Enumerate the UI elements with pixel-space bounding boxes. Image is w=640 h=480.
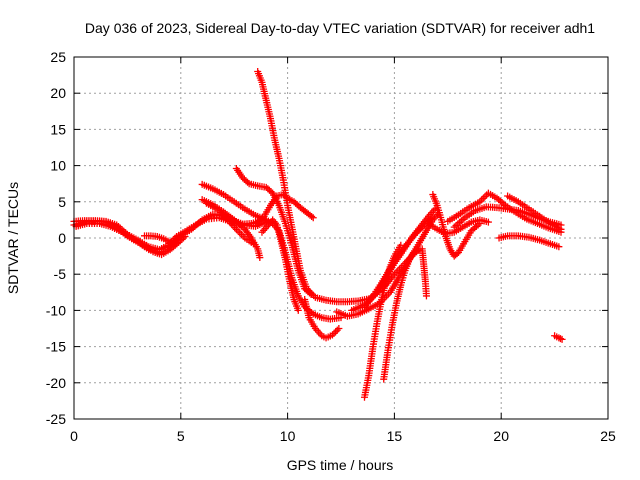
data-point	[457, 217, 465, 225]
data-point	[558, 335, 566, 343]
data-point	[294, 306, 302, 314]
y-tick-labels: -25 -20 -15 -10 -5 0 5 10 15 20 25	[46, 49, 66, 427]
data-point	[249, 240, 257, 248]
data-point	[173, 240, 181, 248]
series-track-11h	[301, 296, 343, 342]
x-tick-label: 10	[280, 428, 296, 444]
series-track-spike	[254, 67, 424, 306]
y-axis-label: SDTVAR / TECUs	[5, 182, 21, 294]
data-point	[282, 193, 290, 201]
data-point	[476, 220, 484, 228]
y-tick-label: -5	[54, 266, 67, 282]
series-track-13h-c	[360, 214, 437, 312]
series-track-isolated	[551, 332, 566, 343]
data-point	[256, 254, 264, 262]
series-track-9h-b	[258, 216, 302, 314]
series-track-6h-b	[198, 196, 264, 262]
data-point	[479, 194, 487, 202]
data-point	[556, 335, 564, 343]
y-tick-label: -10	[46, 302, 66, 318]
series-track-deep-b	[380, 248, 418, 383]
series-track-16h-drop	[418, 245, 430, 300]
x-tick-label: 5	[177, 428, 185, 444]
data-point	[328, 331, 336, 339]
data-point	[410, 248, 418, 256]
data-point	[309, 214, 317, 222]
data-point	[333, 326, 341, 334]
y-tick-label: 25	[50, 49, 66, 65]
data-point	[429, 214, 437, 222]
chart-title: Day 036 of 2023, Sidereal Day-to-day VTE…	[85, 20, 595, 36]
data-point	[308, 212, 316, 220]
series-track-9h-rise	[252, 191, 317, 228]
y-tick-label: 0	[58, 230, 66, 246]
data-point	[332, 328, 340, 336]
x-axis-label: GPS time / hours	[287, 457, 394, 473]
data-point	[179, 234, 187, 242]
y-tick-label: -25	[46, 411, 66, 427]
data-point	[181, 233, 189, 241]
data-point	[484, 218, 492, 226]
data-point	[397, 241, 405, 249]
data-point	[244, 178, 252, 186]
y-tick-label: -15	[46, 339, 66, 355]
data-point	[330, 329, 338, 337]
series-track-21h	[495, 232, 563, 251]
series-track-dip-a	[140, 232, 181, 248]
data-point	[237, 231, 245, 239]
series-track-18h-b	[450, 203, 565, 231]
data-point	[555, 243, 563, 251]
series-track-6h-c	[202, 199, 257, 248]
data-point	[456, 218, 464, 226]
y-tick-label: 15	[50, 121, 66, 137]
data-point	[236, 229, 244, 237]
series-track-deep-a	[360, 241, 405, 401]
data-point	[422, 292, 430, 300]
data-point	[234, 227, 242, 235]
y-tick-label: -20	[46, 375, 66, 391]
data-point	[555, 334, 563, 342]
series-track-17h-b	[429, 191, 484, 260]
y-tick-label: 5	[58, 194, 66, 210]
x-tick-labels: 0 5 10 15 20 25	[70, 428, 616, 444]
series-track-early-3	[72, 220, 189, 259]
series-track-20h	[504, 192, 565, 233]
data-point	[335, 325, 343, 332]
y-tick-label: 10	[50, 158, 66, 174]
x-tick-label: 15	[387, 428, 403, 444]
data-point	[557, 225, 565, 233]
x-tick-label: 25	[600, 428, 616, 444]
data-points	[70, 67, 566, 401]
x-tick-label: 20	[493, 428, 509, 444]
x-tick-label: 0	[70, 428, 78, 444]
y-tick-label: 20	[50, 85, 66, 101]
axis-ticks	[73, 56, 609, 420]
